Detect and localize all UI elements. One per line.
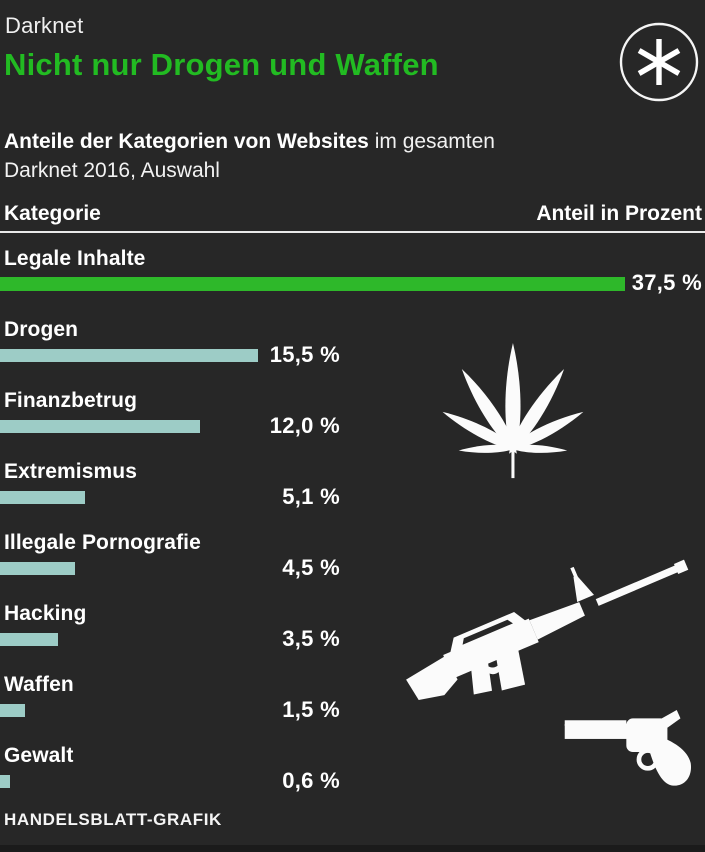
chart-row: Waffen 1,5 % [0, 672, 705, 743]
value-label: 5,1 % [282, 484, 340, 509]
bar [0, 775, 10, 788]
chart-row: Illegale Pornografie 4,5 % [0, 530, 705, 601]
revolver-icon [564, 710, 692, 786]
table-header: Kategorie Anteil in Prozent [4, 202, 702, 226]
header-rule [0, 231, 705, 233]
bar [0, 277, 625, 291]
rifle-icon [406, 559, 689, 701]
chart-row: Legale Inhalte 37,5 % [0, 246, 705, 317]
value-label: 12,0 % [269, 413, 340, 438]
column-header-percent: Anteil in Prozent [536, 202, 702, 225]
bar [0, 562, 75, 575]
value-label: 37,5 % [631, 270, 702, 295]
source-credit: HANDELSBLATT-GRAFIK [4, 810, 222, 829]
subtitle-rest: im gesamten [368, 130, 495, 153]
category-label: Waffen [4, 673, 74, 696]
category-label: Gewalt [4, 744, 74, 767]
category-label: Extremismus [4, 460, 137, 483]
value-label: 4,5 % [282, 555, 340, 580]
category-label: Finanzbetrug [4, 389, 138, 412]
kicker: Darknet [5, 13, 84, 38]
bar [0, 420, 200, 433]
page-title: Nicht nur Drogen und Waffen [4, 47, 439, 82]
cannabis-leaf-icon [442, 342, 584, 479]
value-label: 15,5 % [269, 342, 340, 367]
category-label: Drogen [4, 318, 79, 341]
category-label: Legale Inhalte [4, 247, 146, 270]
subtitle-line2: Darknet 2016, Auswahl [4, 159, 220, 182]
chart-row: Finanzbetrug 12,0 % [0, 388, 705, 459]
bar [0, 633, 58, 646]
subtitle-bold: Anteile der Kategorien von Websites [4, 130, 369, 153]
bar-chart: Legale Inhalte 37,5 % Drogen 15,5 % Fina… [0, 246, 705, 814]
value-label: 1,5 % [282, 697, 340, 722]
chart-row: Extremismus 5,1 % [0, 459, 705, 530]
bar [0, 349, 258, 362]
category-label: Illegale Pornografie [4, 531, 201, 554]
category-label: Hacking [4, 602, 87, 625]
value-label: 0,6 % [282, 768, 340, 793]
chart-row: Hacking 3,5 % [0, 601, 705, 672]
chart-subtitle: Anteile der Kategorien von Websites im g… [4, 127, 495, 185]
handelsblatt-asterisk-icon [619, 22, 699, 102]
chart-row: Gewalt 0,6 % [0, 743, 705, 814]
bar [0, 491, 85, 504]
bar [0, 704, 25, 717]
value-label: 3,5 % [282, 626, 340, 651]
column-header-category: Kategorie [4, 202, 101, 225]
chart-row: Drogen 15,5 % [0, 317, 705, 388]
bottom-strip [0, 845, 705, 852]
